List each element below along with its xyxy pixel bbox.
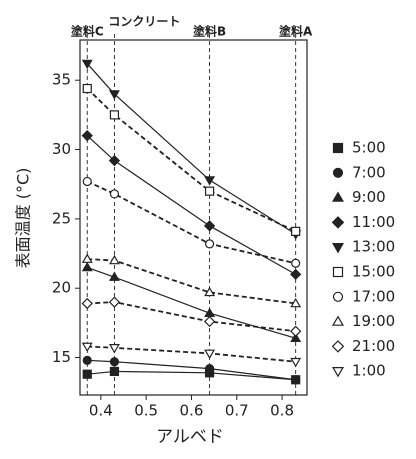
y-tick-label: 15 — [52, 348, 71, 366]
data-point — [204, 186, 215, 196]
x-tick-label: 0.8 — [270, 402, 294, 420]
legend-label: 9:00 — [352, 188, 386, 206]
data-point — [109, 189, 120, 199]
series-line — [86, 135, 296, 275]
data-point — [81, 342, 93, 353]
data-point — [109, 110, 120, 120]
legend-marker — [332, 142, 344, 154]
legend-marker — [332, 266, 344, 278]
data-point — [82, 176, 92, 187]
reference-label: 塗料C — [71, 24, 104, 39]
legend-label: 5:00 — [352, 139, 386, 157]
data-point — [108, 154, 121, 167]
data-point — [81, 59, 93, 70]
legend-marker — [332, 243, 344, 254]
data-point — [109, 366, 120, 377]
data-point — [109, 357, 120, 367]
legend-marker — [332, 191, 344, 202]
series-line — [87, 266, 296, 339]
data-point — [204, 364, 215, 374]
data-point — [290, 332, 302, 342]
series-line — [86, 87, 297, 233]
x-tick-label: 0.4 — [89, 402, 113, 420]
series-line — [87, 345, 296, 363]
y-tick-label: 30 — [52, 140, 71, 158]
x-tick-label: 0.6 — [180, 402, 204, 420]
data-point — [81, 130, 93, 142]
y-tick-label: 35 — [52, 71, 71, 89]
reference-label: コンクリート — [108, 15, 180, 29]
series-line — [87, 258, 296, 305]
legend-marker — [332, 291, 344, 302]
data-point — [290, 325, 302, 337]
data-point — [81, 261, 93, 272]
series-line — [87, 359, 296, 381]
x-axis-label: アルベド — [156, 427, 224, 447]
legend-label: 7:00 — [352, 163, 386, 181]
data-point — [291, 226, 301, 236]
y-axis-label: 表面温度 (°C) — [14, 168, 33, 269]
legend-marker — [331, 340, 345, 353]
data-point — [290, 268, 302, 281]
legend-label: 21:00 — [352, 337, 395, 355]
data-point — [291, 258, 301, 268]
data-point — [82, 355, 92, 365]
legend-label: 13:00 — [352, 238, 395, 256]
x-tick-label: 0.5 — [134, 402, 158, 420]
data-point — [108, 254, 120, 265]
data-point — [82, 369, 92, 379]
reference-label: 塗料A — [279, 24, 313, 39]
legend-label: 11:00 — [352, 213, 395, 231]
data-point — [203, 220, 216, 232]
data-point — [204, 176, 216, 186]
data-point — [81, 253, 93, 263]
data-point — [204, 239, 215, 249]
legend-label: 1:00 — [352, 362, 386, 380]
data-point — [108, 296, 121, 308]
series-line — [86, 180, 296, 265]
y-tick-label: 20 — [52, 279, 71, 297]
data-point — [291, 375, 301, 385]
data-point — [108, 344, 120, 354]
y-tick-label: 25 — [52, 209, 71, 227]
series-line — [86, 63, 296, 235]
data-point — [108, 271, 120, 281]
legend-marker — [332, 315, 344, 326]
data-point — [203, 315, 216, 328]
legend-marker — [332, 167, 344, 178]
data-point — [290, 297, 302, 308]
legend-label: 17:00 — [352, 287, 395, 305]
data-point — [81, 297, 93, 310]
reference-label: 塗料B — [193, 24, 226, 39]
data-point — [108, 90, 120, 100]
legend-marker — [332, 367, 344, 378]
legend-marker — [331, 216, 345, 229]
data-point — [204, 286, 216, 297]
data-point — [290, 357, 302, 368]
legend-label: 19:00 — [352, 312, 395, 330]
x-tick-label: 0.7 — [225, 402, 249, 420]
series-line — [87, 301, 296, 333]
series-line — [87, 370, 296, 381]
data-point — [82, 83, 92, 94]
legend-label: 15:00 — [352, 263, 395, 281]
data-point — [204, 349, 216, 359]
plot-frame — [79, 39, 308, 396]
